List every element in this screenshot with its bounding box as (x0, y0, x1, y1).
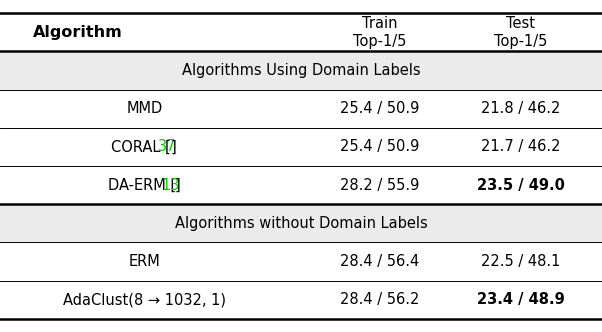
Text: 28.4 / 56.4: 28.4 / 56.4 (340, 254, 419, 269)
Text: MMD: MMD (126, 101, 163, 116)
Bar (0, 51, 602, 90)
Text: CORAL [: CORAL [ (111, 139, 171, 154)
Text: 37: 37 (158, 139, 176, 154)
Text: 22.5 / 48.1: 22.5 / 48.1 (481, 254, 560, 269)
Text: 28.2 / 55.9: 28.2 / 55.9 (340, 178, 419, 193)
Text: 23.4 / 48.9: 23.4 / 48.9 (477, 292, 565, 307)
Text: Test
Top-1/5: Test Top-1/5 (494, 16, 547, 48)
Bar (0, 204, 602, 242)
Text: Algorithms without Domain Labels: Algorithms without Domain Labels (175, 216, 427, 231)
Text: AdaClust(8 → 1032, 1): AdaClust(8 → 1032, 1) (63, 292, 226, 307)
Text: Algorithm: Algorithm (33, 25, 123, 40)
Text: ]: ] (175, 178, 180, 193)
Text: 25.4 / 50.9: 25.4 / 50.9 (340, 101, 419, 116)
Text: ERM: ERM (129, 254, 160, 269)
Text: DA-ERM [: DA-ERM [ (108, 178, 176, 193)
Text: 25.4 / 50.9: 25.4 / 50.9 (340, 139, 419, 154)
Text: 28.4 / 56.2: 28.4 / 56.2 (340, 292, 419, 307)
Text: Train
Top-1/5: Train Top-1/5 (353, 16, 406, 48)
Text: 21.8 / 46.2: 21.8 / 46.2 (481, 101, 560, 116)
Text: 21.7 / 46.2: 21.7 / 46.2 (481, 139, 560, 154)
Text: Algorithms Using Domain Labels: Algorithms Using Domain Labels (182, 63, 420, 78)
Text: ]: ] (171, 139, 177, 154)
Text: 23.5 / 49.0: 23.5 / 49.0 (477, 178, 565, 193)
Text: 13: 13 (161, 178, 179, 193)
